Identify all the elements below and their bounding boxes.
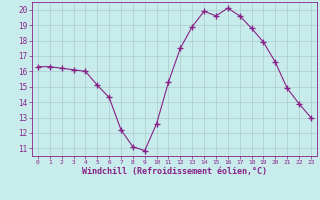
X-axis label: Windchill (Refroidissement éolien,°C): Windchill (Refroidissement éolien,°C): [82, 167, 267, 176]
